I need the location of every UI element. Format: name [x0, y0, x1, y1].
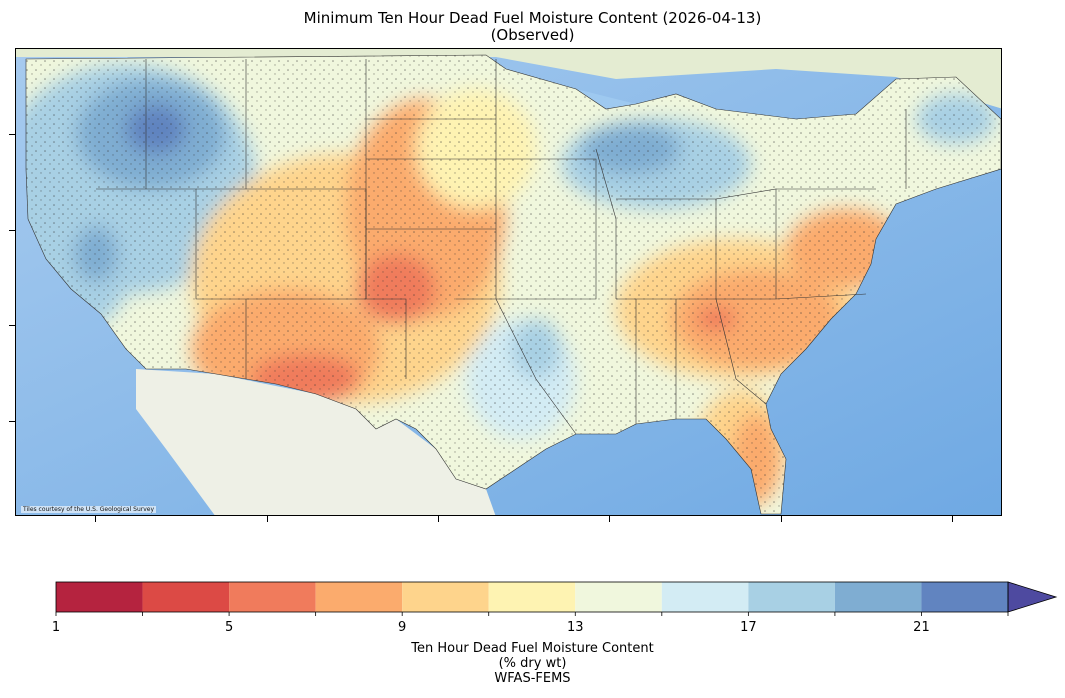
colorbar-segment: [315, 582, 403, 612]
colorbar-segment: [142, 582, 230, 612]
map-subtitle: (Observed): [490, 26, 575, 44]
colorbar-segment: [402, 582, 489, 612]
map-panel: Tiles courtesy of the U.S. Geological Su…: [15, 48, 1002, 516]
x-axis-tick: [781, 516, 782, 522]
colorbar-segment: [56, 582, 143, 612]
colorbar-segment: [661, 582, 749, 612]
colorbar-segment: [921, 582, 1008, 612]
x-axis-tick: [438, 516, 439, 522]
state-boundaries: [25, 54, 1001, 515]
colorbar-tick-label: 9: [398, 620, 407, 635]
colorbar-source: WFAS-FEMS: [494, 671, 571, 686]
colorbar-tick-label: 17: [740, 620, 757, 635]
map-title: Minimum Ten Hour Dead Fuel Moisture Cont…: [303, 9, 762, 27]
colorbar-tick-label: 1: [51, 620, 61, 635]
colorbar-units: (% dry wt): [498, 656, 567, 671]
y-axis-tick: [9, 134, 15, 135]
mexico-land: [136, 369, 496, 515]
x-axis-tick: [609, 516, 610, 522]
moisture-map: [16, 49, 1001, 515]
colorbar-tick-label: 13: [566, 620, 584, 635]
colorbar-outline: [55, 581, 1009, 613]
colorbar-segment: [834, 582, 922, 612]
colorbar-segment: [229, 582, 316, 612]
y-axis-tick: [9, 325, 15, 326]
x-axis-tick: [267, 516, 268, 522]
tile-credit: Tiles courtesy of the U.S. Geological Su…: [21, 506, 157, 513]
x-axis-tick: [952, 516, 953, 522]
canada-land: [16, 49, 1001, 109]
y-axis-tick: [9, 230, 15, 231]
colorbar-segment: [488, 582, 576, 612]
colorbar-label: Ten Hour Dead Fuel Moisture Content: [411, 641, 654, 656]
colorbar-segment: [575, 582, 662, 612]
colorbar-segment: [748, 582, 835, 612]
colorbar-tick-label: 5: [224, 620, 234, 635]
x-axis-tick: [95, 516, 96, 522]
y-axis-tick: [9, 421, 15, 422]
colorbar-extend-arrow: [1007, 581, 1058, 613]
colorbar-tick-label: 21: [913, 620, 930, 635]
